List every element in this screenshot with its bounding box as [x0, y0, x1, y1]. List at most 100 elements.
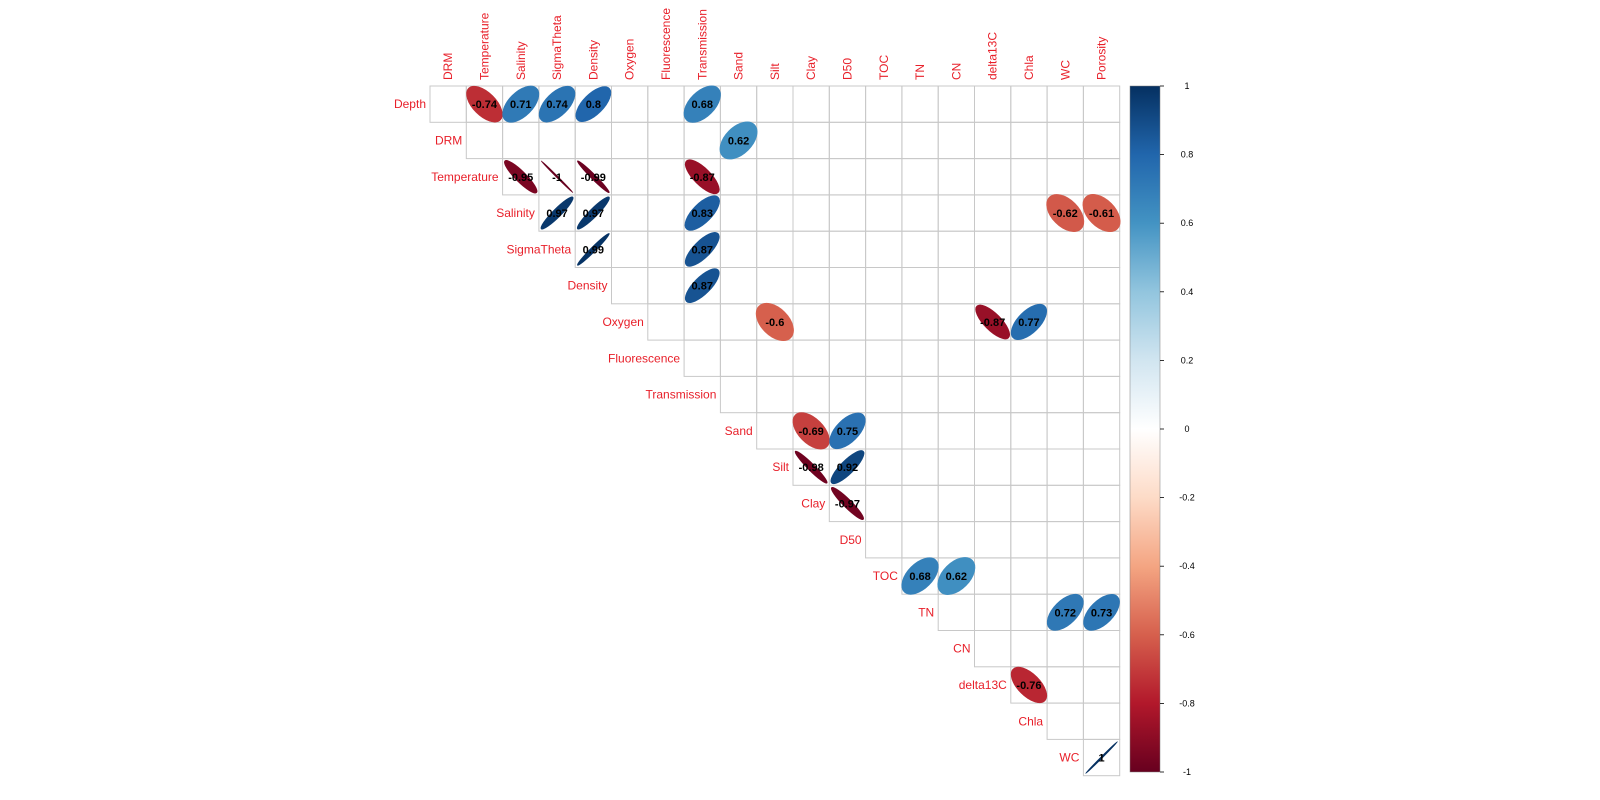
correlation-ellipse [683, 85, 721, 123]
grid-cell [901, 194, 939, 232]
grid-cell [1082, 484, 1121, 523]
grid-cell [828, 339, 867, 377]
correlation-ellipse [1082, 194, 1121, 233]
grid-cell [828, 375, 867, 414]
grid-cell [937, 448, 976, 486]
grid-cell [865, 484, 903, 523]
grid-cell [792, 230, 830, 268]
coefficient-labels: -0.74 0.71 0.74 0.8 0.68 0.62 -0.95 -1 -0.99 -0.8… [472, 99, 1114, 764]
grid-cell [1010, 448, 1048, 486]
grid-cell [1046, 339, 1084, 377]
correlation-ellipse [792, 412, 830, 450]
grid-cell [901, 448, 939, 486]
grid-cell [974, 121, 1012, 160]
grid-cell [865, 194, 903, 232]
grid-cell [1046, 557, 1084, 595]
grid-cell [974, 557, 1012, 595]
coefficient-label: 0.77 [1018, 317, 1039, 329]
coefficient-label: 0.99 [583, 244, 604, 256]
column-label: Silt [768, 63, 782, 80]
correlation-ellipse [466, 85, 503, 123]
colorbar-tick-label: -0.2 [1179, 493, 1195, 503]
column-labels: DRM Temperature Salinity SigmaTheta Density O… [441, 8, 1108, 80]
correlation-ellipse [975, 304, 1010, 340]
colorbar-tick-label: 0.2 [1181, 355, 1194, 365]
row-label: Clay [801, 496, 825, 510]
grid-cell [1082, 375, 1121, 414]
grid-cell [756, 375, 794, 414]
coefficient-label: -0.62 [1053, 208, 1078, 220]
grid-cell [683, 339, 721, 377]
grid-cell [1010, 593, 1048, 632]
correlation-ellipse [830, 450, 865, 485]
grid-cell [974, 85, 1012, 123]
grid-cell [719, 85, 758, 123]
grid-cell [756, 412, 794, 450]
grid-cell [1082, 267, 1121, 305]
coefficient-label: -0.97 [835, 498, 860, 510]
coefficient-label: -0.6 [765, 317, 784, 329]
row-label: Chla [1018, 714, 1043, 728]
grid-cell [1046, 484, 1084, 523]
row-label: Temperature [431, 170, 499, 184]
colorbar-tick-label: 1 [1184, 81, 1189, 91]
grid-cell [1046, 158, 1084, 196]
grid-cell [937, 158, 976, 196]
grid-cell [937, 593, 976, 632]
coefficient-label: -0.95 [508, 172, 533, 184]
coefficient-label: 1 [1098, 753, 1104, 765]
grid-cell [865, 230, 903, 268]
grid-cell [683, 121, 721, 160]
column-label: Temperature [477, 12, 491, 80]
column-label: delta13C [986, 32, 1000, 80]
grid-cell [901, 339, 939, 377]
coefficient-label: -0.76 [1016, 680, 1041, 692]
grid-cell [1010, 375, 1048, 414]
grid-cell [1046, 267, 1084, 305]
column-label: Sand [732, 52, 746, 80]
grid-cell [937, 412, 976, 450]
row-label: CN [953, 642, 970, 656]
grid-cell [1082, 412, 1121, 450]
grid-cell [865, 521, 903, 559]
coefficient-label: 0.72 [1055, 607, 1076, 619]
correlation-ellipse [901, 557, 939, 595]
grid-cell [1046, 303, 1084, 341]
grid-cell [1046, 85, 1084, 123]
grid-cell [1010, 230, 1048, 268]
grid-cell [792, 85, 830, 123]
coefficient-label: 0.8 [586, 99, 601, 111]
row-label: Salinity [496, 206, 535, 220]
coefficient-label: 0.92 [837, 462, 858, 474]
grid [429, 85, 1121, 777]
grid-cell [647, 121, 685, 160]
grid-cell [974, 230, 1012, 268]
column-label: D50 [840, 58, 854, 80]
grid-cell [502, 121, 540, 160]
grid-cell [574, 121, 613, 160]
colorbar-tick-label: -0.6 [1179, 630, 1195, 640]
grid-cell [719, 339, 758, 377]
grid-cell [647, 194, 685, 232]
grid-cell [756, 194, 794, 232]
coefficient-label: 0.87 [692, 244, 713, 256]
correlation-ellipse [538, 85, 576, 123]
grid-cell [828, 121, 867, 160]
grid-cell [1010, 484, 1048, 523]
colorbar-gradient [1129, 85, 1161, 773]
column-label: TN [913, 64, 927, 80]
grid-cell [865, 121, 903, 160]
grid-cell [1082, 557, 1121, 595]
grid-cell [756, 85, 794, 123]
row-label: Silt [772, 460, 789, 474]
row-label: WC [1059, 751, 1079, 765]
grid-cell [937, 121, 976, 160]
correlation-ellipse [829, 412, 866, 450]
row-label: TN [918, 605, 934, 619]
grid-cell [865, 339, 903, 377]
grid-cell [865, 303, 903, 341]
grid-cell [828, 230, 867, 268]
colorbar-tick-label: -1 [1183, 767, 1191, 777]
grid-cell [538, 121, 576, 160]
grid-cell [1046, 448, 1084, 486]
